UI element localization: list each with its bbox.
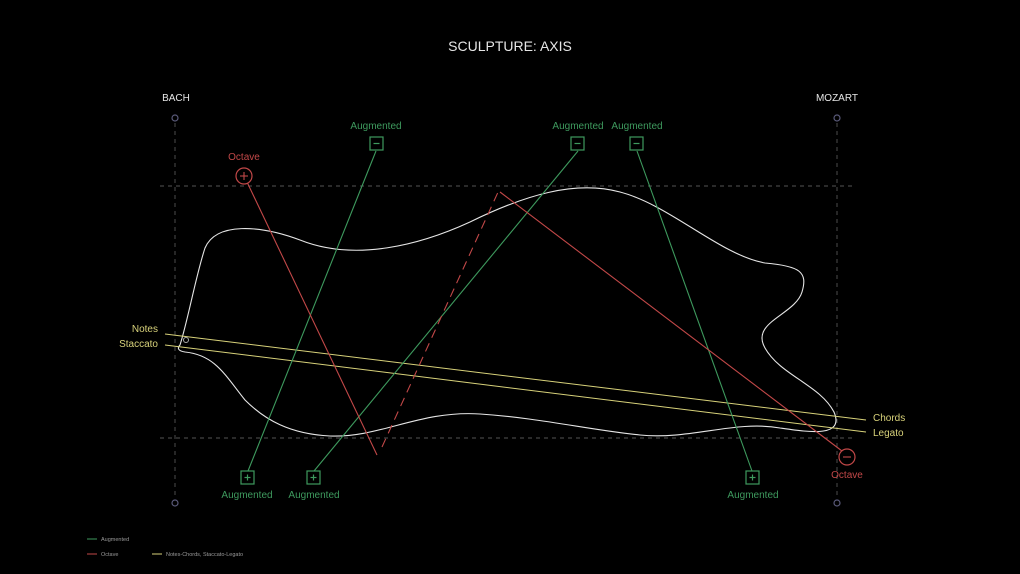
small-marker-icon [183, 337, 189, 343]
augmented-bottom-2[interactable] [306, 470, 321, 485]
octave-bottom-label: Octave [831, 470, 863, 481]
legend: Augmented Octave Notes-Chords, Staccato-… [87, 537, 243, 558]
octave-top-control[interactable] [235, 167, 253, 185]
notes-label: Notes [132, 324, 158, 335]
augmented-lines [247, 150, 753, 472]
augmented-line-1 [247, 150, 377, 472]
legend-octave-label: Octave [101, 552, 118, 558]
legend-notes-label: Notes-Chords, Staccato-Legato [166, 552, 243, 558]
octave-line-dashed [381, 189, 500, 448]
augmented-bottom-label-2: Augmented [288, 490, 339, 501]
augmented-top-1[interactable] [369, 136, 384, 151]
augmented-line-3 [636, 150, 753, 472]
bach-top-node [171, 114, 179, 122]
augmented-bottom-3[interactable] [745, 470, 760, 485]
augmented-top-label-3: Augmented [611, 121, 662, 132]
augmented-top-label-1: Augmented [350, 121, 401, 132]
notes-chords-line [164, 333, 867, 421]
mozart-label: MOZART [816, 93, 858, 104]
augmented-top-label-2: Augmented [552, 121, 603, 132]
chords-label: Chords [873, 413, 905, 424]
sculpture-outline [177, 187, 837, 437]
augmented-bottom-label-3: Augmented [727, 490, 778, 501]
legend-augmented-label: Augmented [101, 537, 129, 543]
augmented-bottom-1[interactable] [240, 470, 255, 485]
octave-top-label: Octave [228, 152, 260, 163]
axis-nodes [171, 114, 841, 507]
legato-label: Legato [873, 428, 904, 439]
octave-bottom-control[interactable] [838, 448, 856, 466]
augmented-top-2[interactable] [570, 136, 585, 151]
guide-lines [160, 123, 852, 498]
augmented-line-2 [313, 150, 579, 472]
bach-label: BACH [162, 93, 190, 104]
notes-lines [164, 333, 867, 433]
bach-bottom-node [171, 499, 179, 507]
octave-line-right [499, 191, 843, 452]
mozart-bottom-node [833, 499, 841, 507]
staccato-legato-line [164, 344, 867, 433]
octave-line-left [246, 181, 378, 456]
augmented-top-3[interactable] [629, 136, 644, 151]
augmented-bottom-label-1: Augmented [221, 490, 272, 501]
staccato-label: Staccato [119, 339, 158, 350]
diagram-title: SCULPTURE: AXIS [448, 38, 572, 54]
octave-lines [246, 181, 843, 456]
mozart-top-node [833, 114, 841, 122]
